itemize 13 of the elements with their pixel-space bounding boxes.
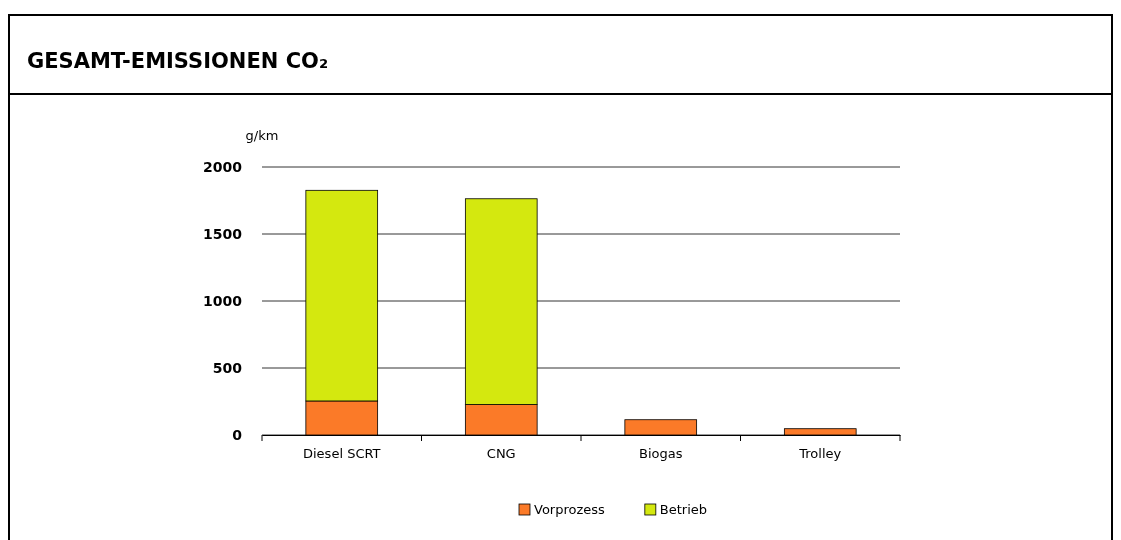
- x-tick-label: CNG: [486, 446, 516, 462]
- y-tick-label: 0: [232, 426, 243, 443]
- y-tick-label: 1000: [203, 292, 243, 309]
- y-tick-label: 2000: [203, 158, 243, 175]
- chart-title: GESAMT-EMISSIONEN CO₂: [27, 49, 329, 73]
- y-axis-title: g/km: [245, 128, 279, 143]
- x-tick-label: Trolley: [798, 446, 842, 462]
- y-tick-label: 1500: [203, 225, 243, 242]
- x-tick-label: Diesel SCRT: [303, 446, 381, 462]
- legend-label: Vorprozess: [534, 502, 606, 517]
- legend-label: Betrieb: [659, 502, 708, 517]
- x-tick-label: Biogas: [639, 446, 683, 462]
- y-tick-label: 500: [212, 359, 243, 376]
